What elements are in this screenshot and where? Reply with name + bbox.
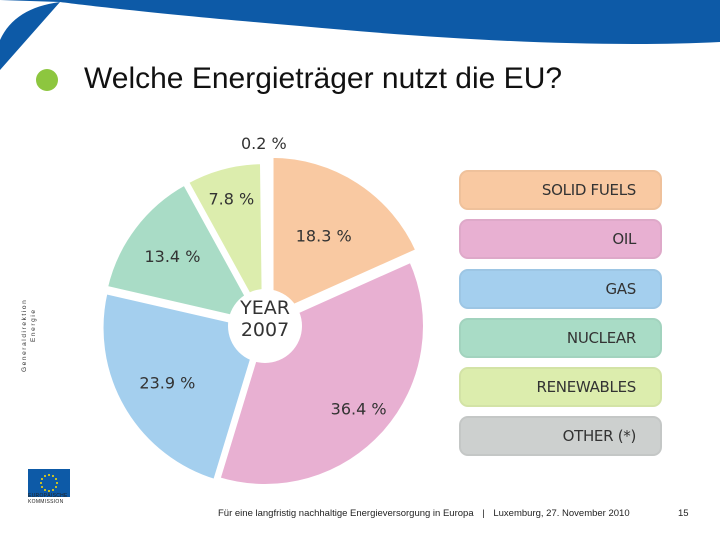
footer-place-date: Luxemburg, 27. November 2010 xyxy=(493,508,630,519)
footer: Für eine langfristig nachhaltige Energie… xyxy=(218,508,636,519)
legend-item-gas: GAS xyxy=(459,269,662,309)
pie-slice-other xyxy=(260,161,267,325)
legend-item-other: OTHER (*) xyxy=(459,416,662,456)
center-label-line1: YEAR xyxy=(239,297,290,319)
side-text-line1: Generaldirektion xyxy=(21,298,28,372)
eu-flag-logo xyxy=(28,469,70,497)
legend-item-oil: OIL xyxy=(459,219,662,259)
eu-caption: EUROPÄISCHE KOMMISSION xyxy=(28,493,68,505)
legend-item-nuclear: NUCLEAR xyxy=(459,318,662,358)
slice-label-renewables: 7.8 % xyxy=(209,189,255,208)
pie-slice-gas xyxy=(100,289,265,484)
title-bullet xyxy=(36,69,58,91)
pie-slice-nuclear xyxy=(103,180,266,327)
legend-item-renewables: RENEWABLES xyxy=(459,367,662,407)
slice-label-solid-fuels: 18.3 % xyxy=(296,226,352,245)
dg-energy-label: Generaldirektion Energie xyxy=(20,272,60,372)
footer-text: Für eine langfristig nachhaltige Energie… xyxy=(218,508,474,519)
pie-center-hole xyxy=(228,289,302,363)
page-title: Welche Energieträger nutzt die EU? xyxy=(84,62,563,95)
slice-label-oil: 36.4 % xyxy=(331,400,387,419)
pie-slice-oil xyxy=(215,257,427,488)
legend-item-solid-fuels: SOLID FUELS xyxy=(459,170,662,210)
pie-chart: 18.3 %36.4 %23.9 %13.4 %7.8 %0.2 % YEAR … xyxy=(100,134,427,488)
footer-separator: | xyxy=(482,508,485,519)
pie-slice-solid-fuels xyxy=(269,153,421,320)
slice-label-gas: 23.9 % xyxy=(139,374,195,393)
header-banner xyxy=(0,0,720,70)
page-number: 15 xyxy=(678,508,689,519)
side-text-line2: Energie xyxy=(30,308,37,342)
center-label-line2: 2007 xyxy=(241,319,289,341)
slice-label-other: 0.2 % xyxy=(241,134,287,153)
slice-label-nuclear: 13.4 % xyxy=(144,247,200,266)
